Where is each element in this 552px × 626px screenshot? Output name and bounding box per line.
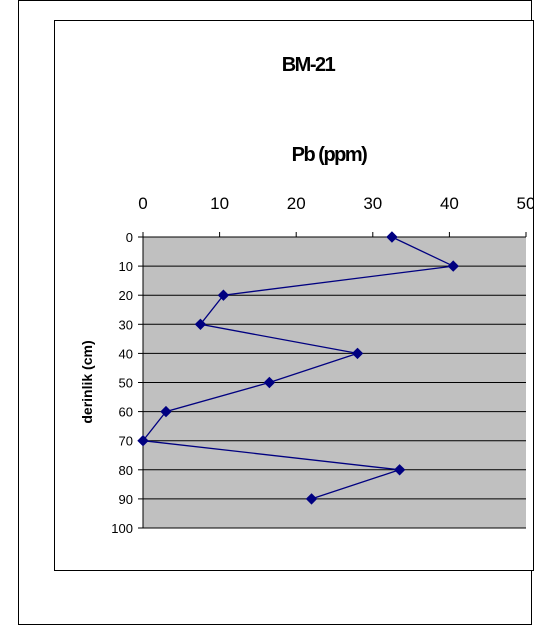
x-tick-label-10: 10 [210, 194, 229, 213]
x-tick-label-50: 50 [517, 194, 533, 213]
data-point-80 [393, 464, 406, 476]
chart-title: BM-21 [282, 54, 336, 76]
data-point-10 [447, 260, 459, 272]
y-tick-label-80: 80 [119, 463, 133, 478]
y-axis-label: derinlik (cm) [79, 340, 95, 423]
data-point-70 [137, 434, 149, 447]
data-point-30 [194, 318, 207, 331]
y-tick-label-20: 20 [119, 288, 133, 303]
y-tick-label-40: 40 [119, 346, 133, 361]
y-tick-label-100: 100 [111, 521, 133, 536]
series-line-0 [141, 236, 456, 500]
y-tick-label-60: 60 [119, 405, 133, 420]
x-tick-label-20: 20 [287, 194, 306, 213]
data-point-40 [351, 347, 364, 360]
plot-area: 0 10 20 30 40 50 0 10 20 30 40 50 60 70 80 90 100 [111, 194, 535, 536]
chart-area: BM-21 Pb (ppm) 0 10 20 30 40 50 0 10 20 30 40 50 60 7… [54, 20, 535, 571]
x-tick-label-40: 40 [440, 194, 459, 213]
y-tick-label-10: 10 [119, 259, 133, 274]
chart-subtitle: Pb (ppm) [292, 144, 367, 166]
chart-frame: BM-21 Pb (ppm) 0 10 20 30 40 50 0 10 20 30 40 50 60 7… [18, 0, 535, 625]
data-point-0 [386, 231, 398, 243]
y-tick-label-70: 70 [119, 434, 133, 449]
y-tick-label-30: 30 [119, 317, 133, 332]
x-tick-label-0: 0 [138, 194, 147, 213]
y-tick-label-50: 50 [119, 376, 133, 391]
y-tick-label-0: 0 [126, 230, 133, 245]
data-point-60 [160, 405, 172, 418]
data-point-20 [217, 289, 230, 301]
data-point-90 [305, 493, 318, 505]
x-tick-label-30: 30 [363, 194, 382, 213]
data-point-50 [263, 376, 276, 389]
chart-svg: BM-21 Pb (ppm) 0 10 20 30 40 50 0 10 20 30 40 50 60 7… [79, 54, 535, 536]
y-tick-label-90: 90 [119, 492, 133, 507]
